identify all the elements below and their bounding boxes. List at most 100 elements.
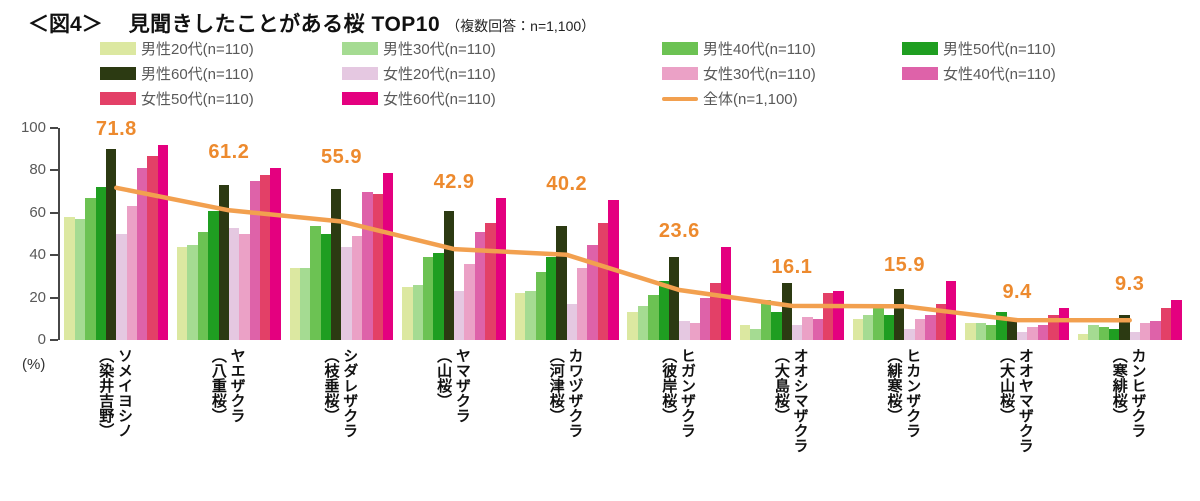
category-name: カンヒザクラ [1129,348,1147,438]
bar [320,234,332,340]
bar [433,253,444,340]
legend-item: 女性40代(n=110) [902,63,1056,84]
bar-group [848,128,961,340]
bar [351,236,363,340]
bar [700,297,711,340]
bar [996,312,1007,340]
bar [372,193,384,340]
legend-color-swatch [100,92,136,105]
bar [485,223,496,340]
category-label-text: カワヅザクラ （河津桜） [546,348,584,438]
figure-number: ＜図4＞ [28,13,103,36]
legend-item: 女性50代(n=110) [100,88,342,109]
legend-item: 男性60代(n=110) [100,63,342,84]
figure-title: ＜図4＞ 見聞きしたことがある桜 TOP10 （複数回答：n=1,100） [28,8,595,38]
bar [852,318,863,340]
bar [157,144,169,340]
bar-group [510,128,623,340]
bar [823,293,834,340]
bar [587,244,598,340]
category-name: カワヅザクラ [566,348,584,438]
bar [985,325,997,340]
overall-value-label: 15.9 [884,253,925,276]
category-name: ヒガンザクラ [679,348,697,438]
legend-item: 女性60代(n=110) [342,88,662,109]
legend-color-swatch [100,67,136,80]
bar [289,267,300,340]
bar [514,293,526,340]
overall-value-label: 61.2 [208,141,250,164]
y-axis-tick [50,127,58,129]
bar [126,206,138,340]
bar [833,291,844,340]
y-axis-tick-label: 80 [29,161,46,179]
bar [1027,327,1038,340]
y-axis-tick [50,169,58,172]
category-reading: （緋寒桜） [885,348,903,423]
category-name: オオヤマザクラ [1016,348,1034,453]
bar [383,172,394,340]
bar [904,329,915,340]
bar [341,246,352,340]
bar [883,314,895,340]
bar [525,291,536,340]
bar-group [961,128,1074,340]
bar [862,314,874,340]
category-reading: （山桜） [435,348,453,408]
bar [1048,314,1059,340]
bar [648,295,659,340]
legend-color-swatch [902,67,938,80]
legend-color-swatch [342,67,378,80]
bar [1150,320,1161,340]
category-label: カワヅザクラ （河津桜） [508,348,621,438]
category-label-text: カンヒザクラ （寒緋桜） [1109,348,1147,438]
legend-label: 男性40代(n=110) [703,41,816,58]
legend-item: 男性20代(n=110) [100,38,342,59]
category-name: ソメイヨシノ [116,348,134,438]
category-reading: （八重桜） [209,348,227,423]
bar [474,231,486,340]
category-reading: （河津桜） [547,348,565,423]
bar [1017,331,1028,340]
bar [812,318,824,340]
overall-value-label: 71.8 [95,117,137,140]
bar-group [736,128,849,340]
bar [249,181,261,340]
bar [627,312,638,340]
category-label: ヒガンザクラ （彼岸桜） [621,348,734,438]
category-label-text: オオシマザクラ （大島桜） [771,348,809,453]
bar [608,200,619,340]
category-reading: （枝垂桜） [322,348,340,423]
bar [668,257,680,340]
category-name: シダレザクラ [341,348,359,438]
legend-line-swatch [662,96,698,101]
legend-label: 男性60代(n=110) [141,66,254,83]
bar [535,272,546,340]
legend-label: 男性20代(n=110) [141,41,254,58]
bar [310,225,321,340]
legend-label: 女性50代(n=110) [141,91,254,108]
y-axis-tick [50,211,58,214]
bar [495,197,507,340]
legend-color-swatch [342,42,378,55]
bar [228,227,240,340]
legend-label: 男性30代(n=110) [383,41,496,58]
bar [720,246,732,340]
y-axis-tick [50,339,58,341]
category-label: カンヒザクラ （寒緋桜） [1071,348,1184,438]
y-axis-tick-label: 0 [37,331,46,348]
bar [935,303,947,340]
bar [147,155,158,340]
title-note: （複数回答：n=1,100） [446,18,596,34]
legend-item: 女性30代(n=110) [662,63,902,84]
bar [1037,325,1049,340]
legend-item: 男性40代(n=110) [662,38,902,59]
bar [925,314,936,340]
category-reading: （大島桜） [772,348,790,423]
bar [260,174,271,340]
bar [1119,314,1130,340]
legend-color-swatch [902,42,938,55]
category-label: ソメイヨシノ （染井吉野） [58,348,171,438]
bar [637,306,649,340]
